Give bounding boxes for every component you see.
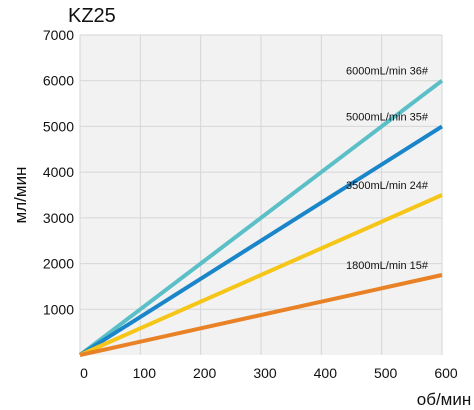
x-tick-label: 200 [193, 365, 217, 381]
y-tick-label: 5000 [43, 118, 74, 134]
series-line-2 [78, 124, 444, 357]
y-tick-label: 7000 [43, 27, 74, 43]
series-label-4: 1800mL/min 15# [346, 260, 429, 272]
y-tick-label: 2000 [43, 256, 74, 272]
y-axis-label: мл/мин [11, 167, 30, 224]
y-tick-label: 6000 [43, 73, 74, 89]
series-annotations: 6000mL/min 36# 5000mL/min 35# 3500mL/min 2… [346, 66, 429, 272]
x-tick-label: 500 [374, 365, 398, 381]
y-tick-label: 3000 [43, 210, 74, 226]
series-lines [78, 79, 444, 357]
x-tick-labels: 0 100 200 300 400 500 600 [80, 365, 458, 381]
series-label-1: 6000mL/min 36# [346, 66, 429, 78]
series-line-1 [78, 79, 444, 357]
x-tick-label: 0 [80, 365, 88, 381]
x-tick-label: 400 [314, 365, 338, 381]
chart-title: KZ25 [68, 5, 116, 27]
series-label-3: 3500mL/min 24# [346, 180, 429, 192]
series-line-3 [79, 193, 443, 357]
y-tick-label: 4000 [43, 164, 74, 180]
series-label-2: 5000mL/min 35# [346, 111, 429, 123]
series-line-4 [79, 273, 443, 357]
x-tick-label: 300 [253, 365, 277, 381]
y-tick-labels: 1000 2000 3000 4000 5000 6000 7000 [43, 27, 74, 317]
y-tick-label: 1000 [43, 301, 74, 317]
x-tick-label: 600 [434, 365, 458, 381]
x-axis-label: об/мин [417, 390, 472, 409]
x-tick-label: 100 [133, 365, 157, 381]
